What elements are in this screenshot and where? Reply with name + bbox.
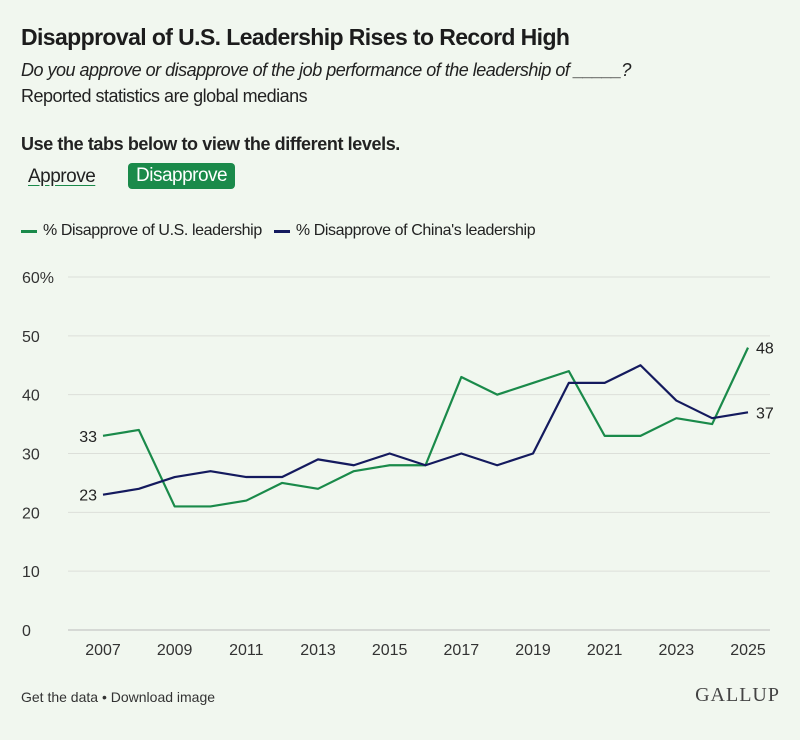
data-label-first: 23: [79, 488, 97, 505]
data-label-first: 33: [79, 429, 97, 446]
legend-item-china: % Disapprove of China's leadership: [273, 222, 536, 240]
data-label-last: 37: [756, 405, 774, 422]
x-tick-label: 2017: [444, 642, 480, 659]
y-tick-label: 50: [22, 329, 40, 346]
download-image-link[interactable]: Download image: [110, 689, 216, 705]
series-line-china: [102, 364, 749, 496]
tab-disapprove[interactable]: Disapprove: [128, 163, 236, 189]
x-tick-label: 2009: [157, 642, 193, 659]
tab-approve[interactable]: Approve: [28, 166, 96, 187]
x-tick-label: 2025: [730, 642, 766, 659]
y-tick-label: 60%: [22, 270, 54, 287]
x-tick-label: 2013: [300, 642, 336, 659]
legend-swatch-china: [273, 229, 290, 233]
legend-swatch-us: [21, 229, 37, 233]
legend-item-us: % Disapprove of U.S. leadership: [21, 222, 262, 240]
footer: Get the data • Download image: [21, 689, 215, 705]
legend-label-china: % Disapprove of China's leadership: [295, 222, 536, 239]
y-tick-label: 10: [22, 564, 40, 581]
legend: % Disapprove of U.S. leadership % Disapp…: [21, 222, 536, 240]
get-data-link[interactable]: Get the data: [21, 689, 99, 705]
x-tick-label: 2011: [229, 642, 264, 659]
x-tick-label: 2015: [372, 642, 408, 659]
x-tick-label: 2023: [659, 642, 695, 659]
y-tick-label: 20: [22, 505, 40, 522]
gallup-logo: GALLUP: [695, 684, 780, 706]
tab-instruction: Use the tabs below to view the different…: [21, 134, 400, 154]
y-tick-label: 30: [22, 447, 40, 464]
chart-note: Reported statistics are global medians: [21, 86, 308, 106]
y-tick-label: 0: [22, 623, 31, 640]
x-tick-label: 2021: [587, 642, 623, 659]
legend-label-us: % Disapprove of U.S. leadership: [43, 222, 262, 239]
series-line-us: [102, 347, 749, 508]
x-tick-label: 2007: [85, 642, 121, 659]
y-tick-label: 40: [22, 388, 40, 405]
data-label-last: 48: [756, 341, 774, 358]
chart-title: Disapproval of U.S. Leadership Rises to …: [21, 24, 570, 50]
x-tick-label: 2019: [515, 642, 551, 659]
footer-separator: •: [98, 689, 111, 705]
chart-subtitle: Do you approve or disapprove of the job …: [21, 60, 631, 80]
